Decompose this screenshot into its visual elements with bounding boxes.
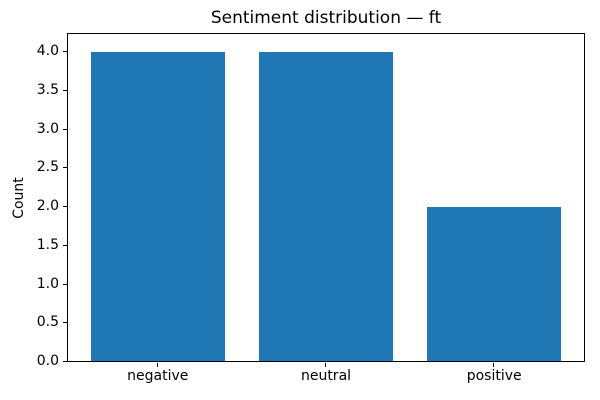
x-tick-mark: [325, 363, 326, 367]
y-tick-label: 1.5: [36, 237, 59, 253]
y-tick-mark: [63, 167, 67, 168]
x-tick-label-positive: positive: [466, 368, 522, 384]
y-tick-mark: [63, 90, 67, 91]
x-tick-mark: [157, 363, 158, 367]
y-tick-label: 3.5: [36, 82, 59, 98]
y-tick-label: 2.0: [36, 198, 59, 214]
y-tick-mark: [63, 284, 67, 285]
x-tick-label-neutral: neutral: [300, 368, 352, 384]
y-tick-mark: [63, 51, 67, 52]
bar-negative: [90, 52, 225, 362]
y-tick-mark: [63, 206, 67, 207]
bar-neutral: [258, 52, 394, 362]
chart-title: Sentiment distribution — ft: [210, 8, 442, 28]
y-tick-mark: [63, 322, 67, 323]
bar-positive: [426, 207, 562, 362]
y-tick-mark: [63, 245, 67, 246]
y-tick-label: 4.0: [36, 43, 59, 59]
y-tick-label: 1.0: [36, 276, 59, 292]
y-tick-label: 0.0: [36, 353, 59, 369]
y-tick-label: 0.5: [36, 314, 59, 330]
x-tick-mark: [493, 363, 494, 367]
y-tick-mark: [63, 129, 67, 130]
y-tick-label: 3.0: [36, 121, 59, 137]
x-tick-label-negative: negative: [127, 368, 189, 384]
y-tick-label: 2.5: [36, 159, 59, 175]
y-tick-mark: [63, 361, 67, 362]
